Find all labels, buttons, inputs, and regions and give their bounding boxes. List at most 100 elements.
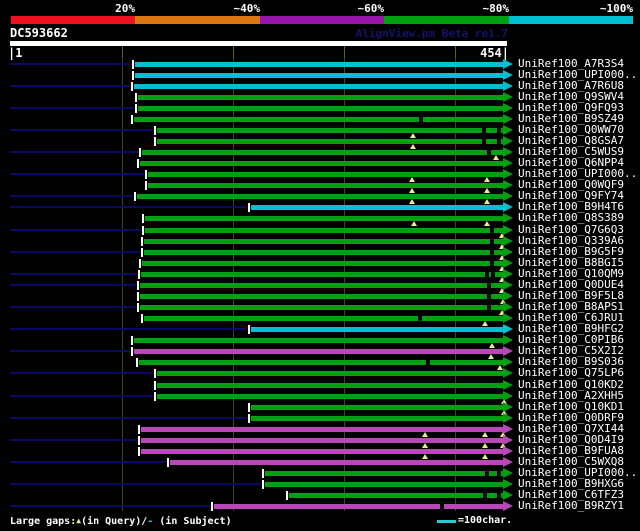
- hit-bar[interactable]: [141, 272, 503, 277]
- hit-bar[interactable]: [134, 84, 503, 89]
- alignment-arrow-icon: [503, 191, 513, 201]
- hit-label[interactable]: UniRef100_B9G5F9: [518, 245, 624, 258]
- hit-label[interactable]: UniRef100_UPI000..: [518, 167, 638, 180]
- hit-bar[interactable]: [251, 327, 503, 332]
- hit-label[interactable]: UniRef100_Q9FY74: [518, 189, 624, 202]
- query-gap-triangle-icon: [411, 221, 417, 226]
- hit-label[interactable]: UniRef100_C6TFZ3: [518, 488, 624, 501]
- hit-bar[interactable]: [170, 460, 503, 465]
- hit-bar[interactable]: [144, 239, 503, 244]
- hit-label[interactable]: UniRef100_B8APS1: [518, 300, 624, 313]
- hit-bar[interactable]: [139, 360, 503, 365]
- hit-label[interactable]: UniRef100_A7R6U8: [518, 79, 624, 92]
- hit-bar[interactable]: [157, 139, 503, 144]
- alignment-start-tick: [135, 93, 137, 102]
- hit-bar[interactable]: [134, 349, 503, 354]
- hit-label[interactable]: UniRef100_B9H4T6: [518, 200, 624, 213]
- hit-label[interactable]: UniRef100_B9FUA8: [518, 444, 624, 457]
- hit-bar[interactable]: [140, 305, 503, 310]
- hit-label[interactable]: UniRef100_Q8S389: [518, 211, 624, 224]
- hit-label[interactable]: UniRef100_Q0DRF9: [518, 411, 624, 424]
- alignment-start-tick: [134, 192, 136, 201]
- query-leader-line: [10, 195, 133, 197]
- hit-label[interactable]: UniRef100_Q0WQF9: [518, 178, 624, 191]
- hit-bar[interactable]: [251, 405, 503, 410]
- hit-bar[interactable]: [141, 438, 503, 443]
- hit-bar[interactable]: [157, 394, 503, 399]
- hit-label[interactable]: UniRef100_B9HXG6: [518, 477, 624, 490]
- hit-bar[interactable]: [157, 383, 503, 388]
- hit-label[interactable]: UniRef100_Q339A6: [518, 234, 624, 247]
- hit-bar[interactable]: [142, 150, 503, 155]
- hit-bar[interactable]: [251, 205, 503, 210]
- hit-bar[interactable]: [157, 371, 503, 376]
- bar-gap: [485, 471, 489, 476]
- hit-label[interactable]: UniRef100_B9F5L8: [518, 289, 624, 302]
- alignment-arrow-icon: [503, 236, 513, 246]
- bar-gap: [419, 117, 423, 122]
- hit-bar[interactable]: [135, 62, 503, 67]
- hit-label[interactable]: UniRef100_Q8GSA7: [518, 134, 624, 147]
- hit-bar[interactable]: [251, 416, 503, 421]
- legend-subject-label: (in Subject): [153, 516, 232, 527]
- hit-label[interactable]: UniRef100_Q7G6Q3: [518, 223, 624, 236]
- hit-label[interactable]: UniRef100_C5WUS9: [518, 145, 624, 158]
- hit-bar[interactable]: [265, 471, 503, 476]
- hit-label[interactable]: UniRef100_C6JRU1: [518, 311, 624, 324]
- hit-label[interactable]: UniRef100_B9HFG2: [518, 322, 624, 335]
- large-gaps-legend: Large gaps:▲(in Query)/- (in Subject): [10, 514, 232, 528]
- bar-gap: [490, 250, 494, 255]
- hit-label[interactable]: UniRef100_A7R3S4: [518, 57, 624, 70]
- hit-bar[interactable]: [141, 427, 503, 432]
- hit-label[interactable]: UniRef100_UPI000..: [518, 466, 638, 479]
- hit-label[interactable]: UniRef100_B9S036: [518, 355, 624, 368]
- hit-label[interactable]: UniRef100_C0PIB6: [518, 333, 624, 346]
- hit-bar[interactable]: [144, 250, 503, 255]
- hit-label[interactable]: UniRef100_Q10KD1: [518, 400, 624, 413]
- hit-bar[interactable]: [138, 95, 503, 100]
- hit-label[interactable]: UniRef100_Q9SWV4: [518, 90, 624, 103]
- hit-bar[interactable]: [265, 482, 503, 487]
- hit-label[interactable]: UniRef100_B9RZY1: [518, 499, 624, 512]
- hit-label[interactable]: UniRef100_Q7XI44: [518, 422, 624, 435]
- hit-bar[interactable]: [141, 449, 503, 454]
- alignment-start-tick: [141, 237, 143, 246]
- hit-bar[interactable]: [148, 183, 503, 188]
- hit-bar[interactable]: [140, 294, 503, 299]
- hit-bar[interactable]: [138, 106, 503, 111]
- hit-bar[interactable]: [214, 504, 503, 509]
- hit-label[interactable]: UniRef100_Q10KD2: [518, 378, 624, 391]
- hit-bar[interactable]: [135, 73, 503, 78]
- hit-label[interactable]: UniRef100_Q10QM9: [518, 267, 624, 280]
- hit-row: UniRef100_B9RZY1: [0, 500, 640, 512]
- hit-bar[interactable]: [142, 261, 503, 266]
- alignment-arrow-icon: [503, 335, 513, 345]
- hit-label[interactable]: UniRef100_C5WXQ8: [518, 455, 624, 468]
- hit-label[interactable]: UniRef100_B9SZ49: [518, 112, 624, 125]
- hit-label[interactable]: UniRef100_Q6NPP4: [518, 156, 624, 169]
- hit-bar[interactable]: [134, 338, 503, 343]
- hit-bar[interactable]: [144, 316, 503, 321]
- hit-bar[interactable]: [145, 216, 503, 221]
- hit-bar[interactable]: [134, 117, 503, 122]
- query-leader-line: [10, 439, 137, 441]
- hit-label[interactable]: UniRef100_Q0WW70: [518, 123, 624, 136]
- hit-label[interactable]: UniRef100_A2XHH5: [518, 389, 624, 402]
- hit-label[interactable]: UniRef100_B8BGI5: [518, 256, 624, 269]
- hit-bar[interactable]: [137, 194, 503, 199]
- hit-bar[interactable]: [157, 128, 503, 133]
- hit-row: UniRef100_Q9FY74: [0, 189, 640, 204]
- query-leader-line: [10, 107, 134, 109]
- alignment-arrow-icon: [503, 346, 513, 356]
- hit-label[interactable]: UniRef100_Q0D4I9: [518, 433, 624, 446]
- hit-bar[interactable]: [289, 493, 503, 498]
- hit-label[interactable]: UniRef100_Q75LP6: [518, 366, 624, 379]
- hit-bar[interactable]: [140, 161, 503, 166]
- hit-label[interactable]: UniRef100_C5X2I2: [518, 344, 624, 357]
- hit-label[interactable]: UniRef100_Q0DUE4: [518, 278, 624, 291]
- hit-bar[interactable]: [148, 172, 503, 177]
- hit-bar[interactable]: [140, 283, 503, 288]
- hit-label[interactable]: UniRef100_Q9FQ93: [518, 101, 624, 114]
- hit-label[interactable]: UniRef100_UPI000..: [518, 68, 638, 81]
- hit-bar[interactable]: [145, 228, 503, 233]
